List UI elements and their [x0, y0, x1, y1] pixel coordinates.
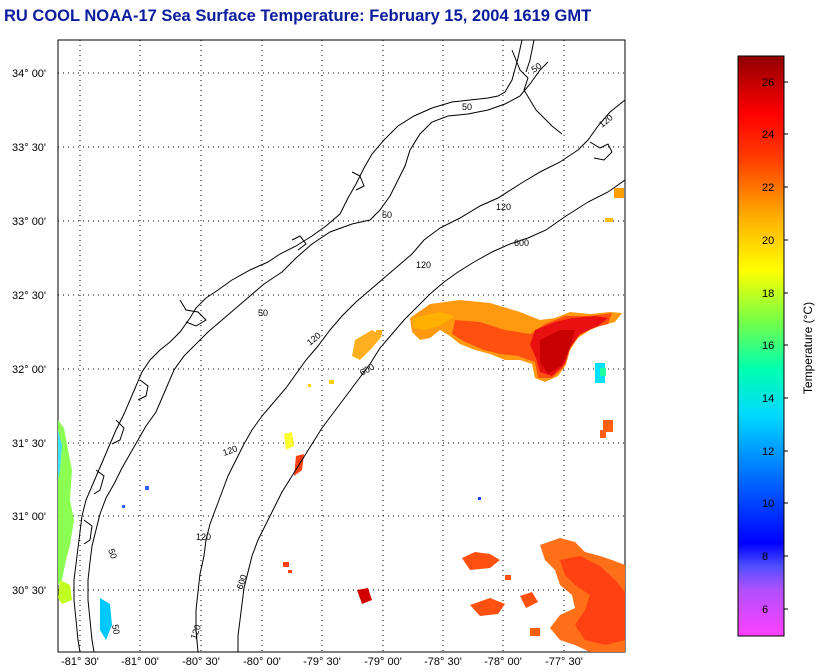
lat-tick-label: 34° 00' [12, 68, 46, 80]
lat-tick-label: 30° 30' [12, 585, 46, 597]
isobath-600 [237, 179, 625, 652]
lat-tick-label: 32° 00' [12, 364, 46, 376]
colorbar-tick-label: 10 [762, 498, 774, 510]
colorbar-tick-label: 20 [762, 235, 774, 247]
lat-tick-label: 32° 30' [12, 290, 46, 302]
colorbar-gradient [737, 55, 785, 637]
lat-axis: 34° 00' 33° 30' 33° 00' 32° 30' 32° 00' … [12, 68, 46, 597]
isobath-label: 50 [382, 210, 392, 220]
isobath-label: 50 [110, 624, 122, 636]
lon-tick-label: -78° 00' [484, 656, 522, 668]
colorbar-tick-label: 14 [762, 393, 774, 405]
lon-tick-label: -81° 00' [121, 656, 159, 668]
isobath-label: 600 [234, 573, 249, 591]
lon-tick-label: -79° 30' [303, 656, 341, 668]
lat-tick-label: 33° 30' [12, 142, 46, 154]
isobath-label: 120 [416, 260, 431, 270]
isobath-label: 50 [258, 308, 268, 318]
colorbar-tick-label: 26 [762, 77, 774, 89]
coastline [73, 40, 523, 652]
lon-tick-label: -80° 30' [182, 656, 220, 668]
colorbar-tick-label: 6 [762, 604, 768, 616]
figure-title: RU COOL NOAA-17 Sea Surface Temperature:… [4, 7, 592, 25]
isobath-50 [87, 61, 549, 652]
colorbar: 26 24 22 20 18 16 14 12 10 8 6 [737, 55, 788, 637]
lon-tick-label: -78° 30' [424, 656, 462, 668]
colorbar-tick-label: 12 [762, 446, 774, 458]
isobath-label: 120 [188, 623, 203, 641]
colorbar-tick-label: 22 [762, 182, 774, 194]
lon-tick-label: -77° 30' [545, 656, 583, 668]
colorbar-tick-label: 18 [762, 288, 774, 300]
isobath-label: 50 [106, 547, 119, 560]
isobath-label: 50 [462, 102, 472, 112]
colorbar-tick-label: 8 [762, 551, 768, 563]
colorbar-title: Temperature (°C) [801, 301, 815, 395]
isobath-label: 120 [221, 443, 239, 458]
lat-tick-label: 33° 00' [12, 216, 46, 228]
lon-tick-label: -81° 30' [61, 656, 99, 668]
lat-tick-label: 31° 30' [12, 438, 46, 450]
isobath-label: 120 [496, 202, 511, 212]
lon-tick-label: -80° 00' [243, 656, 281, 668]
isobath-label: 600 [514, 238, 529, 248]
isobath-120 [195, 99, 625, 652]
sst-data [58, 188, 625, 652]
lat-tick-label: 31° 00' [12, 511, 46, 523]
lon-axis: -81° 30' -81° 00' -80° 30' -80° 00' -79°… [61, 656, 583, 668]
colorbar-tick-label: 16 [762, 340, 774, 352]
colorbar-tick-label: 24 [762, 129, 774, 141]
isobath-label: 120 [196, 532, 211, 542]
lon-tick-label: -79° 00' [364, 656, 402, 668]
isobath-labels: 50 50 50 50 50 50 120 120 120 120 120 12… [106, 61, 615, 641]
isobath-label: 50 [529, 61, 543, 75]
